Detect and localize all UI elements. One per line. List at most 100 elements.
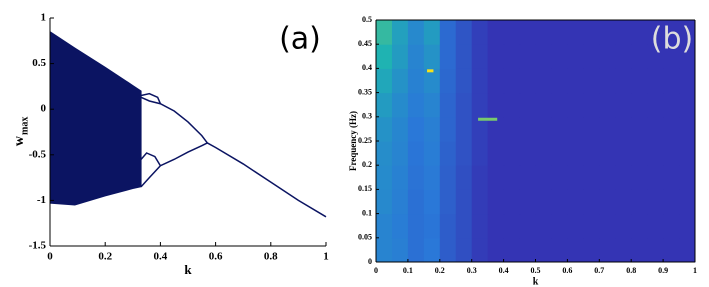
heat-cell (455, 44, 473, 69)
heat-cell (647, 92, 664, 118)
heat-cell (439, 141, 457, 166)
heat-cell (663, 237, 680, 263)
heat-cell (535, 44, 552, 69)
y-tick-label: 0.3 (362, 112, 372, 121)
heat-cell (615, 213, 632, 239)
heat-cell (439, 213, 457, 239)
heat-cell (423, 213, 441, 239)
heat-cell (615, 20, 632, 45)
heat-cell (376, 213, 393, 239)
branch-line (206, 142, 327, 218)
y-tick-label: 0 (368, 257, 372, 266)
x-tick-label: 0.9 (658, 266, 668, 275)
x-tick-label: 0.4 (154, 251, 168, 263)
heat-cell (503, 68, 521, 94)
heat-cell (423, 92, 441, 118)
heat-cell (471, 20, 489, 45)
x-tick-label: 1 (693, 266, 697, 275)
x-tick-label: 0.5 (531, 266, 541, 275)
heat-cell (551, 237, 568, 263)
heat-cell (551, 141, 568, 166)
heat-cell (471, 68, 489, 94)
x-tick-label: 0.6 (209, 251, 223, 263)
y-tick-label: 0.5 (362, 15, 372, 24)
heat-cell (519, 44, 536, 69)
heat-cell (631, 141, 648, 166)
heat-cell (679, 116, 696, 142)
heat-cell (439, 189, 457, 215)
heat-cell (551, 92, 568, 118)
heat-cell (535, 165, 552, 190)
heat-cell (583, 44, 600, 69)
heat-cell (631, 237, 648, 263)
heat-cell (503, 189, 521, 215)
heat-cell (663, 213, 680, 239)
heat-cell (519, 213, 536, 239)
y-tick-label: 0.2 (362, 160, 372, 169)
chaotic-band (49, 30, 142, 206)
heat-cell (423, 20, 441, 45)
heat-cell (647, 44, 664, 69)
heat-cell (455, 165, 473, 190)
heat-cell (487, 237, 505, 263)
heat-cell (423, 189, 441, 215)
y-tick-label: 0 (41, 103, 47, 115)
heat-cell (391, 20, 409, 45)
x-tick-label: 1 (323, 251, 329, 263)
heat-cell (551, 68, 568, 94)
heat-cell (647, 141, 664, 166)
heat-cell (503, 116, 521, 142)
y-axis-label-main: w (12, 135, 27, 146)
x-tick-label: 0.8 (264, 251, 278, 263)
heat-cell (487, 68, 505, 94)
heat-cell (599, 165, 616, 190)
heat-cell (503, 165, 521, 190)
heat-cell (647, 165, 664, 190)
heat-cell (376, 68, 393, 94)
heat-cell (503, 237, 521, 263)
heat-cell (599, 20, 616, 45)
heat-cell (391, 116, 409, 142)
heat-cell (407, 20, 425, 45)
heat-cell (647, 237, 664, 263)
heat-cell (519, 116, 536, 142)
heat-cell (407, 213, 425, 239)
heat-cell (583, 189, 600, 215)
x-tick-label: 0.3 (467, 266, 477, 275)
y-tick-label: -1 (37, 194, 46, 206)
heat-cell (455, 141, 473, 166)
heat-cell (455, 213, 473, 239)
x-tick-label: 0.2 (435, 266, 445, 275)
x-tick-label: 0 (374, 266, 378, 275)
y-tick-label: -1.5 (29, 240, 47, 252)
heat-cell (439, 116, 457, 142)
heat-cell (663, 165, 680, 190)
heat-cell (535, 20, 552, 45)
heat-cell (471, 165, 489, 190)
heat-cell (663, 189, 680, 215)
heat-cell (535, 141, 552, 166)
heat-cell (423, 237, 441, 263)
heat-cell (631, 20, 648, 45)
heat-cell (391, 92, 409, 118)
heat-cell (439, 68, 457, 94)
heat-cell (487, 44, 505, 69)
y-tick-label: 0.05 (358, 233, 372, 242)
y-axis-label-sub: max (19, 117, 30, 135)
panel-label: (a) (279, 22, 321, 57)
heat-cell (376, 189, 393, 215)
x-tick-label: 0.2 (98, 251, 112, 263)
heat-cell (519, 141, 536, 166)
heat-cell (567, 92, 584, 118)
y-tick-label: -0.5 (29, 148, 47, 160)
heat-cell (551, 20, 568, 45)
y-tick-label: 0.15 (358, 184, 372, 193)
heat-cell (519, 189, 536, 215)
heat-cell (535, 213, 552, 239)
heat-cell (519, 20, 536, 45)
heat-cell (631, 44, 648, 69)
heat-cell (376, 165, 393, 190)
heat-cell (423, 141, 441, 166)
heat-cell (599, 141, 616, 166)
x-axis-label: k (184, 262, 192, 277)
